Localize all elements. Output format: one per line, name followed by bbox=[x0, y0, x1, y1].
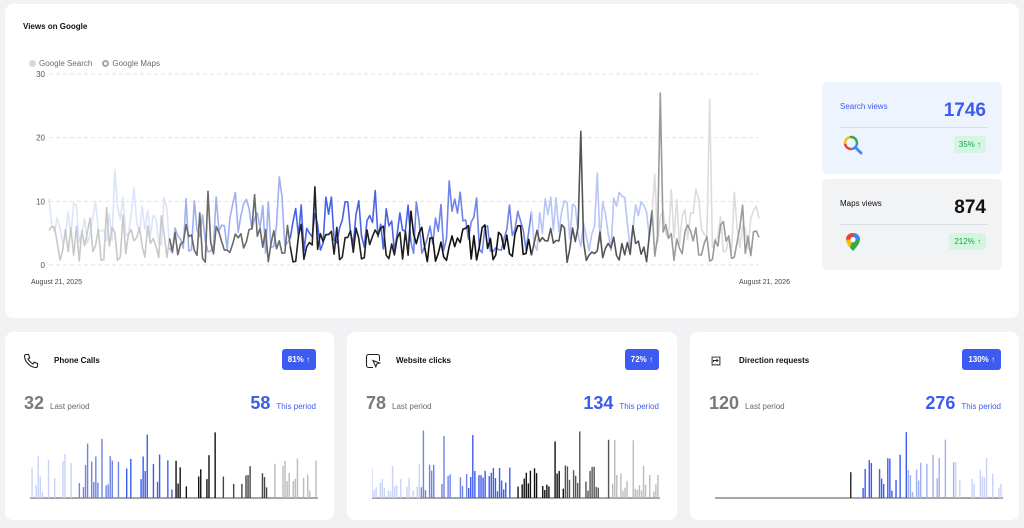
last-period-value: 120 bbox=[709, 393, 740, 413]
series-line-google-search bbox=[651, 98, 760, 253]
series-line-google-search bbox=[48, 168, 171, 248]
legend-dot-search bbox=[29, 60, 36, 67]
views-line-chart: 0 10 20 30 August 21, 2025 August 21, 2026 bbox=[31, 70, 790, 286]
website-icon bbox=[365, 353, 381, 369]
google-search-icon bbox=[843, 135, 863, 155]
x-tick-label: August 21, 2025 bbox=[31, 279, 82, 286]
series-line-google-search bbox=[289, 189, 412, 252]
card-title: Direction requests bbox=[739, 356, 810, 365]
legend-google-maps[interactable]: Google Maps bbox=[102, 59, 160, 68]
change-badge[interactable]: 72% ↑ bbox=[624, 349, 659, 370]
this-period-label: This period bbox=[276, 402, 316, 411]
card-title: Views on Google bbox=[23, 22, 88, 31]
card-title: Phone Calls bbox=[54, 356, 100, 365]
last-period: 32 Last period bbox=[24, 393, 90, 414]
divider bbox=[840, 224, 988, 225]
change-badge[interactable]: 130% ↑ bbox=[962, 349, 1001, 370]
website-clicks-card: Website clicks 72% ↑ 78 Last period 134 … bbox=[347, 332, 677, 520]
maps-change-badge: 212% ↑ bbox=[949, 233, 986, 250]
views-on-google-card: Views on Google Google Search Google Map… bbox=[5, 4, 1019, 318]
search-change-badge: 35% ↑ bbox=[953, 136, 986, 153]
direction-requests-sparkline bbox=[715, 432, 1003, 499]
this-period-value: 276 bbox=[925, 393, 956, 413]
change-badge[interactable]: 81% ↑ bbox=[281, 349, 316, 370]
this-period-value: 134 bbox=[583, 393, 614, 413]
series-line-google-search bbox=[168, 176, 291, 254]
direction-icon bbox=[711, 356, 721, 366]
series-line-google-search bbox=[530, 172, 653, 252]
last-period-label: Last period bbox=[392, 402, 432, 411]
series-line-google-maps bbox=[651, 92, 760, 262]
maps-views-value: 874 bbox=[954, 197, 986, 218]
series-line-google-search bbox=[410, 180, 533, 254]
legend-label-maps: Google Maps bbox=[112, 59, 160, 68]
legend-google-search[interactable]: Google Search bbox=[29, 59, 92, 68]
last-period: 78 Last period bbox=[366, 393, 432, 414]
series-line-google-maps bbox=[289, 186, 412, 263]
search-views-label: Search views bbox=[840, 102, 888, 111]
this-period-label: This period bbox=[961, 402, 1001, 411]
last-period-label: Last period bbox=[745, 402, 785, 411]
series-line-google-maps bbox=[48, 206, 171, 262]
direction-requests-card: Direction requests 130% ↑ 120 Last perio… bbox=[690, 332, 1019, 520]
this-period: 134 This period bbox=[583, 393, 659, 414]
legend-dot-maps bbox=[102, 60, 110, 67]
y-tick-label: 30 bbox=[36, 70, 45, 79]
legend-label-search: Google Search bbox=[39, 59, 93, 68]
search-views-panel: Search views 1746 35% ↑ bbox=[822, 82, 1002, 174]
maps-views-label: Maps views bbox=[840, 199, 882, 208]
this-period-value: 58 bbox=[250, 393, 271, 413]
this-period: 58 This period bbox=[250, 393, 316, 414]
series-line-google-maps bbox=[410, 210, 533, 263]
this-period-label: This period bbox=[619, 402, 659, 411]
y-tick-label: 0 bbox=[41, 261, 46, 270]
x-tick-label: August 21, 2026 bbox=[739, 279, 790, 286]
maps-views-panel: Maps views 874 212% ↑ bbox=[822, 179, 1002, 270]
card-title: Website clicks bbox=[396, 356, 451, 365]
phone-calls-card: Phone Calls 81% ↑ 32 Last period 58 This… bbox=[5, 332, 334, 520]
website-clicks-sparkline bbox=[372, 430, 660, 499]
last-period-value: 78 bbox=[366, 393, 387, 413]
last-period: 120 Last period bbox=[709, 393, 785, 414]
series-line-google-maps bbox=[168, 190, 291, 263]
divider bbox=[840, 127, 988, 128]
search-views-value: 1746 bbox=[943, 100, 986, 121]
series-line-google-maps bbox=[530, 130, 653, 264]
phone-calls-sparkline bbox=[30, 432, 318, 499]
last-period-label: Last period bbox=[50, 402, 90, 411]
y-tick-label: 10 bbox=[36, 197, 45, 206]
last-period-value: 32 bbox=[24, 393, 45, 413]
google-maps-pin-icon bbox=[846, 233, 860, 251]
this-period: 276 This period bbox=[925, 393, 1001, 414]
y-tick-label: 20 bbox=[36, 134, 45, 143]
chart-legend: Google Search Google Maps bbox=[29, 59, 160, 68]
phone-icon bbox=[23, 353, 39, 369]
